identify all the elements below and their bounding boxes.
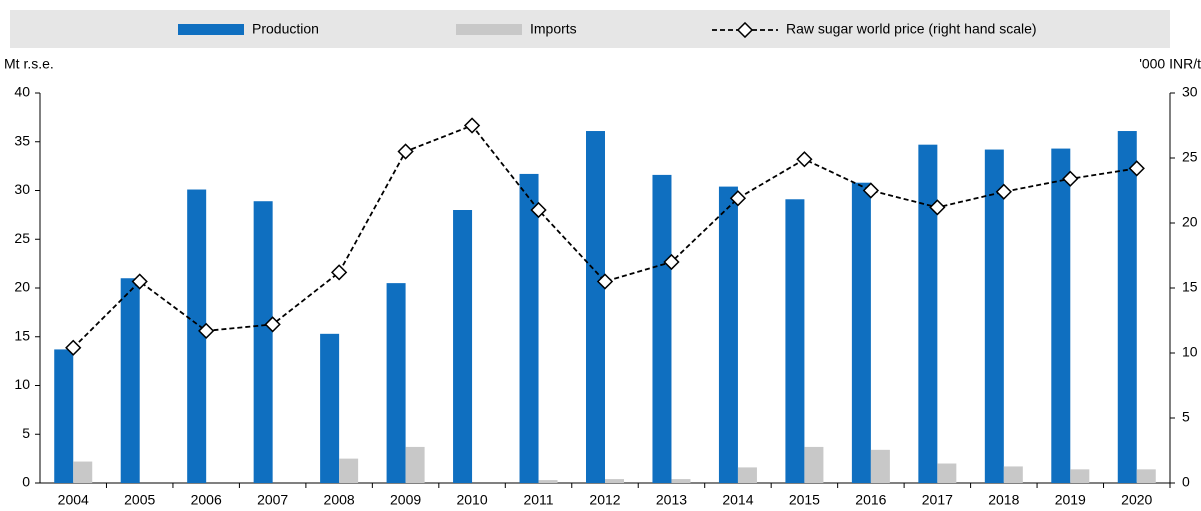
bar: [671, 479, 691, 483]
y-tick-label: 40: [14, 84, 30, 100]
bar: [519, 173, 539, 484]
y-tick-label: 15: [14, 327, 30, 343]
marker: [530, 201, 547, 219]
bar: [339, 458, 359, 483]
x-tick-label: 2006: [191, 492, 222, 508]
legend-swatch: [178, 24, 244, 35]
bar: [586, 131, 605, 483]
y2-axis-label: '000 INR/t: [1139, 56, 1201, 72]
bar: [120, 278, 140, 483]
bar: [718, 186, 738, 483]
bar: [1070, 469, 1090, 483]
line: [72, 124, 1137, 349]
marker: [330, 264, 348, 281]
bar: [918, 144, 938, 484]
marker: [796, 151, 813, 168]
x-tick-label: 2005: [124, 492, 155, 508]
marker: [663, 253, 680, 271]
x-tick-label: 2011: [523, 492, 553, 508]
y2-tick-label: 30: [1182, 84, 1198, 100]
bar: [253, 201, 273, 483]
x-tick-label: 2009: [390, 492, 421, 508]
bar: [937, 463, 957, 483]
x-tick-label: 2004: [58, 492, 89, 508]
y-tick-label: 20: [14, 279, 30, 295]
x-tick-label: 2015: [789, 492, 820, 508]
y-axis-label: Mt r.s.e.: [4, 56, 54, 72]
x-tick-label: 2016: [855, 492, 886, 508]
y-tick-label: 10: [14, 376, 30, 392]
marker: [198, 322, 215, 340]
bar: [538, 480, 558, 483]
y-tick-label: 30: [14, 181, 30, 197]
x-tick-label: 2014: [722, 492, 753, 508]
y2-tick-label: 10: [1182, 344, 1198, 360]
y2-tick-label: 25: [1182, 149, 1198, 165]
bar: [453, 210, 473, 483]
marker: [65, 339, 82, 356]
bar: [652, 174, 672, 483]
marker: [995, 183, 1012, 200]
bar: [54, 349, 74, 483]
bar: [1117, 131, 1137, 483]
x-tick-label: 2007: [257, 492, 288, 508]
x-tick-label: 2008: [324, 492, 355, 508]
legend-marker: [736, 21, 754, 39]
marker: [1128, 160, 1145, 177]
bar: [187, 189, 207, 483]
bar: [405, 446, 425, 483]
y2-tick-label: 5: [1182, 409, 1190, 425]
bar: [737, 467, 757, 483]
bar: [984, 149, 1004, 484]
y2-tick-label: 15: [1182, 279, 1198, 295]
legend-label: Production: [252, 21, 319, 37]
bar: [605, 479, 624, 483]
x-tick-label: 2018: [988, 492, 1019, 508]
marker: [596, 273, 614, 290]
marker: [264, 316, 281, 333]
bar: [870, 449, 890, 483]
marker: [397, 143, 414, 160]
x-tick-label: 2017: [922, 492, 953, 508]
x-tick-label: 2019: [1055, 492, 1086, 508]
y-tick-label: 0: [22, 474, 30, 490]
x-tick-label: 2012: [589, 492, 620, 508]
bar: [386, 283, 406, 483]
bar: [1003, 466, 1023, 483]
marker: [131, 273, 148, 290]
bar: [851, 182, 871, 483]
y2-tick-label: 0: [1182, 474, 1190, 490]
y-tick-label: 35: [14, 132, 30, 148]
marker: [729, 190, 747, 207]
marker: [929, 199, 946, 216]
x-tick-label: 2010: [456, 492, 487, 508]
bar: [1051, 148, 1071, 483]
marker: [463, 117, 481, 134]
y2-tick-label: 20: [1182, 214, 1198, 230]
legend-label: Raw sugar world price (right hand scale): [786, 21, 1037, 37]
bar: [73, 461, 93, 483]
legend-swatch: [456, 24, 522, 35]
bar: [320, 333, 340, 483]
marker: [862, 182, 880, 199]
x-tick-label: 2020: [1121, 492, 1152, 508]
legend-label: Imports: [530, 21, 577, 37]
y-tick-label: 5: [22, 425, 30, 441]
x-tick-label: 2013: [656, 492, 687, 508]
bar: [804, 446, 824, 483]
marker: [1062, 170, 1079, 187]
bar: [1136, 469, 1156, 483]
bar: [785, 199, 805, 483]
y-tick-label: 25: [14, 230, 30, 246]
